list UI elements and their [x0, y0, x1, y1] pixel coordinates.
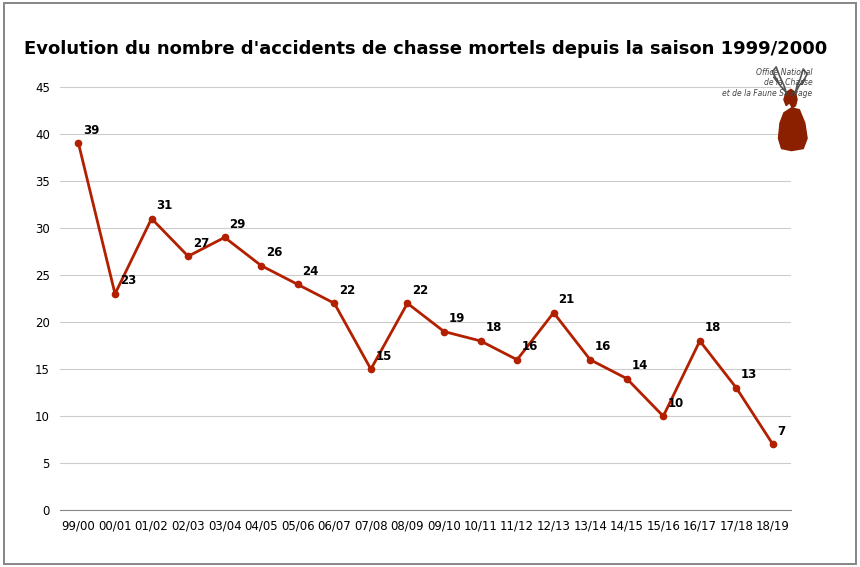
- Text: 13: 13: [741, 369, 758, 382]
- Polygon shape: [784, 90, 797, 108]
- Text: 24: 24: [303, 265, 319, 278]
- Title: Evolution du nombre d'accidents de chasse mortels depuis la saison 1999/2000: Evolution du nombre d'accidents de chass…: [24, 40, 827, 58]
- Text: 14: 14: [631, 359, 648, 372]
- Text: 22: 22: [412, 284, 428, 297]
- Text: 15: 15: [376, 350, 392, 362]
- Text: 21: 21: [558, 293, 574, 306]
- Text: 10: 10: [668, 396, 685, 409]
- Text: 29: 29: [230, 218, 246, 231]
- Text: 18: 18: [704, 321, 721, 335]
- Text: 16: 16: [595, 340, 611, 353]
- Polygon shape: [778, 108, 807, 151]
- Text: Office National
de la Chasse
et de la Faune Sauvage: Office National de la Chasse et de la Fa…: [722, 68, 813, 98]
- Text: 16: 16: [522, 340, 538, 353]
- Text: 31: 31: [157, 199, 173, 212]
- Text: 18: 18: [485, 321, 501, 335]
- Text: 19: 19: [449, 312, 465, 325]
- Text: 22: 22: [339, 284, 355, 297]
- Text: 7: 7: [777, 425, 786, 438]
- Text: 39: 39: [83, 124, 100, 137]
- Text: 26: 26: [266, 246, 282, 259]
- Text: 23: 23: [120, 274, 136, 287]
- Text: 27: 27: [193, 236, 209, 249]
